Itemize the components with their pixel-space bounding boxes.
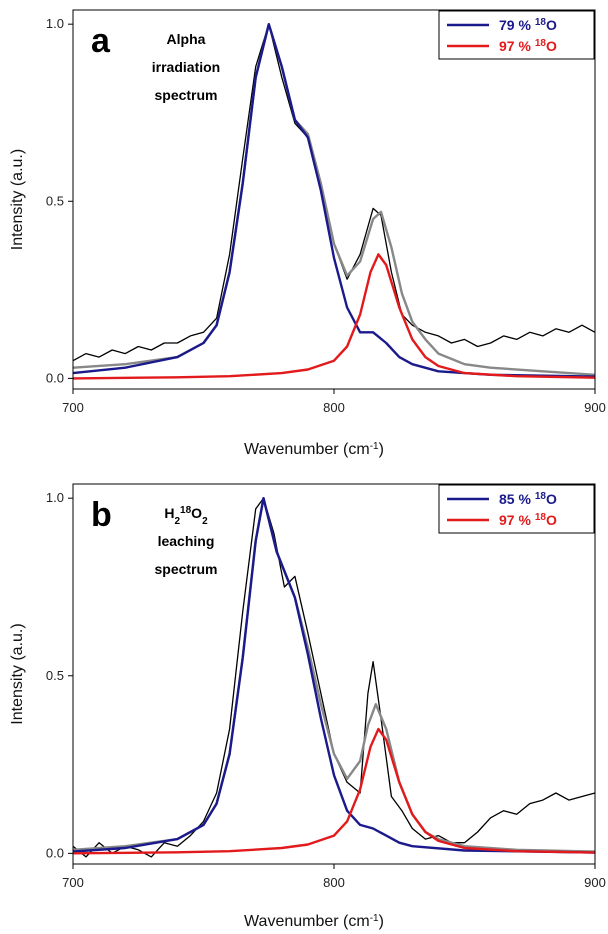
panel-a-annotation-line-1-run-0: irradiation <box>152 59 220 75</box>
panel-a-series-line-3 <box>72 253 596 380</box>
panel-b-y-tick-label-0: 0.0 <box>46 845 64 860</box>
panel-b-legend-label-0-run-0: 85 % <box>499 491 535 507</box>
panel-b-y-tick-label-2: 1.0 <box>46 490 64 505</box>
panel-b-annotation-line-0: H218O2 <box>164 505 208 527</box>
panel-a-y-tick-label-0: 0.0 <box>46 370 64 385</box>
panel-a-y-tick-label-1: 0.5 <box>46 193 64 208</box>
panel-a-legend-label-1-run-1: 18 <box>535 38 547 49</box>
panel-b-legend-label-1: 97 % 18O <box>499 512 557 529</box>
panel-b-annotation-line-2: spectrum <box>154 561 217 577</box>
panel-b-x-tick-label-1: 800 <box>323 875 345 890</box>
panel-a-annotation-line-2: spectrum <box>154 87 217 103</box>
panel-b-series-line-3 <box>72 727 596 855</box>
panel-b-legend-box <box>438 484 595 534</box>
panel-a-x-tick-label-0: 700 <box>62 400 84 415</box>
panel-b-x-axis-title: Wavenumber (cm-1) <box>244 913 384 931</box>
panel-a-annotation-line-2-run-0: spectrum <box>154 87 217 103</box>
panel-b-annotation-line-0-run-1: 2 <box>174 516 180 527</box>
panel-a-letter: a <box>91 22 111 60</box>
panel-b-letter: b <box>91 496 112 534</box>
panel-b-annotation-line-0-run-0: H <box>164 505 174 521</box>
panel-b-x-axis-title-run-1: -1 <box>370 913 379 924</box>
panel-a-legend-label-1-run-2: O <box>546 38 557 54</box>
panel-a-x-axis-title-run-0: Wavenumber (cm <box>244 441 370 458</box>
panel-b-legend-label-1-run-0: 97 % <box>499 512 535 528</box>
panel-a-y-tick-label-2: 1.0 <box>46 16 64 31</box>
panel-b-annotation-line-1: leaching <box>158 533 215 549</box>
panel-b: 700 800 900 0.0 0.5 1.0 Wavenumber (cm-1) Inten… <box>9 483 606 931</box>
panel-a-y-axis-title: Intensity (a.u.) <box>9 149 26 250</box>
panel-b-legend-label-0: 85 % 18O <box>499 491 557 508</box>
panel-b-annotation-line-2-run-0: spectrum <box>154 561 217 577</box>
panel-b-annotation-line-0-run-4: 2 <box>202 516 208 527</box>
panel-b-annotation-line-0-run-2: 18 <box>180 505 192 516</box>
panel-a-x-tick-label-2: 900 <box>584 400 606 415</box>
panel-b-x-tick-label-2: 900 <box>584 875 606 890</box>
panel-b-y-axis-title: Intensity (a.u.) <box>9 623 26 724</box>
panel-b-legend-label-0-run-1: 18 <box>535 491 547 502</box>
panel-a-legend-label-0-run-2: O <box>546 17 557 33</box>
panel-a-legend-label-1: 97 % 18O <box>499 38 557 55</box>
panel-b-x-tick-label-0: 700 <box>62 875 84 890</box>
panel-a-x-tick-label-1: 800 <box>323 400 345 415</box>
panel-a: 700 800 900 0.0 0.5 1.0 Wavenumber (cm-1) Inten… <box>9 9 606 459</box>
panel-a-annotation-line-0-run-0: Alpha <box>167 31 206 47</box>
panel-b-series-line-2 <box>72 497 596 854</box>
panel-b-x-axis-title-run-2: ) <box>379 913 384 930</box>
panel-a-annotation-line-0: Alpha <box>167 31 206 47</box>
panel-b-legend-label-0-run-2: O <box>546 491 557 507</box>
panel-a-legend-label-1-run-0: 97 % <box>499 38 535 54</box>
panel-b-x-axis-title-run-0: Wavenumber (cm <box>244 913 370 930</box>
panel-b-legend-label-1-run-1: 18 <box>535 512 547 523</box>
panel-b-annotation-line-0-run-3: O <box>191 505 202 521</box>
panel-a-legend-label-0: 79 % 18O <box>499 17 557 34</box>
panel-a-legend-label-0-run-0: 79 % <box>499 17 535 33</box>
panel-a-annotation-line-1: irradiation <box>152 59 220 75</box>
panel-a-x-axis-title: Wavenumber (cm-1) <box>244 441 384 459</box>
panel-a-legend-label-0-run-1: 18 <box>535 17 547 28</box>
panel-b-y-tick-label-1: 0.5 <box>46 668 64 683</box>
panel-a-x-axis-title-run-2: ) <box>379 441 384 458</box>
panel-b-legend-label-1-run-2: O <box>546 512 557 528</box>
panel-a-legend-box <box>438 10 595 60</box>
panel-a-series-line-2 <box>72 23 596 378</box>
panel-b-annotation-line-1-run-0: leaching <box>158 533 215 549</box>
panel-a-x-axis-title-run-1: -1 <box>370 441 379 452</box>
